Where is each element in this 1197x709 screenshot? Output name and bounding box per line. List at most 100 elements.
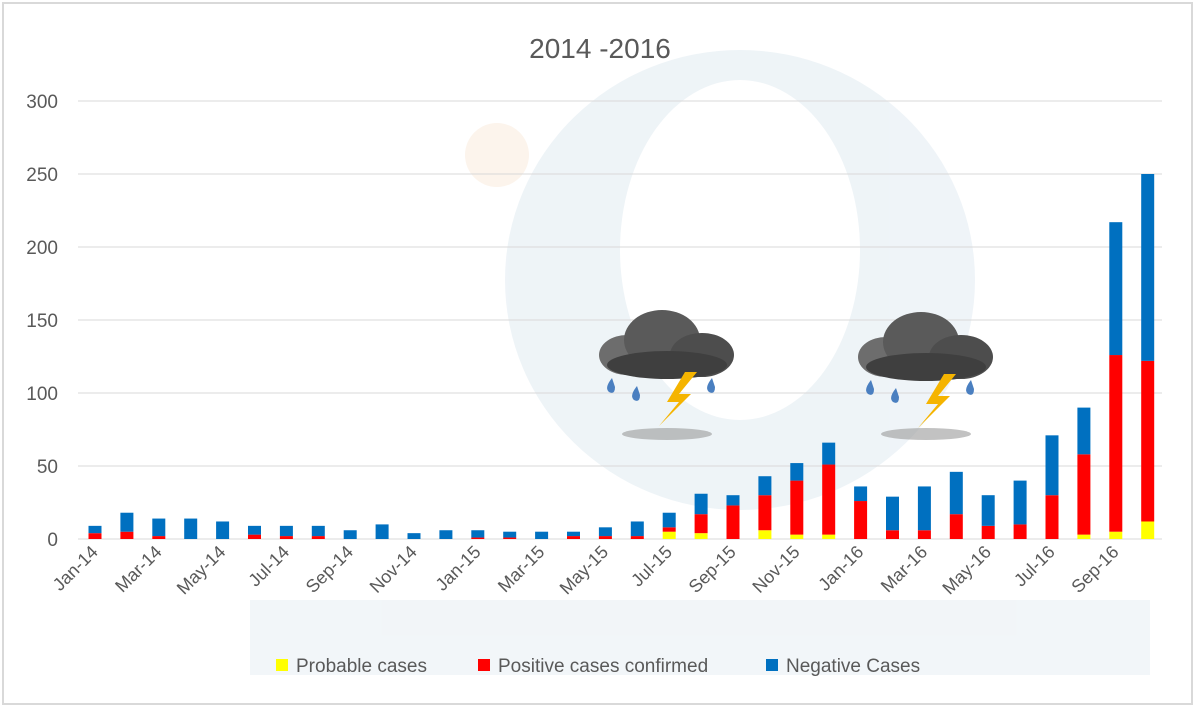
bar-segment (1013, 480, 1027, 525)
bar-segment (822, 442, 836, 465)
bar-segment (726, 495, 740, 506)
bar-segment (981, 525, 995, 539)
bar-segment (1109, 222, 1123, 356)
bar-segment (1013, 524, 1027, 539)
legend-label: Probable cases (296, 656, 427, 677)
x-tick-label: Jul-14 (244, 542, 293, 591)
bar-segment (694, 514, 708, 534)
bar-segment (598, 536, 612, 539)
bar-segment (949, 471, 963, 515)
storm-cloud-icon (858, 312, 993, 440)
bar-segment (1141, 521, 1155, 539)
bar-segment (758, 530, 772, 539)
bar-segment (949, 514, 963, 539)
bar-segment (248, 534, 261, 539)
bar-segment (407, 533, 421, 539)
x-tick-label: Sep-16 (1067, 542, 1122, 597)
x-tick-label: May-16 (938, 542, 995, 599)
bar-segment (822, 464, 836, 535)
bar-segment (152, 518, 166, 537)
y-tick-label: 250 (26, 165, 58, 186)
x-tick-label: May-15 (556, 542, 613, 599)
legend-swatch (478, 659, 490, 671)
y-tick-label: 0 (47, 530, 58, 551)
bar-segment (503, 537, 517, 539)
y-tick-label: 300 (26, 92, 58, 113)
bar-segment (981, 495, 995, 526)
bar-segment (439, 530, 453, 539)
bar-segment (311, 525, 325, 537)
x-tick-label: Jul-15 (627, 542, 676, 591)
y-tick-label: 100 (26, 384, 58, 405)
bar-segment (854, 486, 868, 502)
y-tick-label: 50 (37, 457, 58, 478)
legend-swatch (276, 659, 288, 671)
bar-segment (822, 534, 836, 539)
bar-segment (567, 536, 580, 539)
bar-segment (471, 537, 485, 539)
bar-segment (790, 534, 804, 539)
bar-segment (662, 512, 676, 528)
bar-segment (886, 496, 899, 531)
bar-segment (758, 476, 772, 496)
bar-segment (694, 533, 708, 539)
y-tick-label: 200 (26, 238, 58, 259)
x-tick-label: Jan-16 (814, 542, 867, 595)
bar-segment (1141, 360, 1155, 522)
x-tick-label: Sep-15 (685, 542, 740, 597)
x-tick-label: Jan-15 (432, 542, 485, 595)
bar-segment (598, 527, 612, 537)
bar-segment (503, 531, 517, 538)
bar-segment (886, 530, 899, 539)
bar-segment (1141, 174, 1155, 361)
bar-segment (1045, 435, 1059, 496)
bar-segment (1045, 495, 1059, 539)
bar-segment (917, 530, 931, 539)
bar-segment (1077, 454, 1091, 535)
x-tick-label: Jul-16 (1010, 542, 1059, 591)
bar-segment (88, 533, 102, 539)
y-tick-label: 150 (26, 311, 58, 332)
bar-segment (88, 525, 102, 534)
bar-segment (279, 525, 293, 537)
bar-segment (758, 495, 772, 531)
chart-title: 2014 -2016 (529, 33, 671, 64)
bar-segment (1109, 355, 1123, 532)
bar-segment (854, 501, 868, 539)
bar-segment (343, 530, 357, 539)
x-axis-ticks: Jan-14 Mar-14 May-14 Jul-14 Sep-14 Nov-14 Jan-… (49, 542, 1123, 599)
bar-segment (216, 521, 230, 539)
x-tick-label: Nov-14 (366, 542, 421, 597)
bar-segment (311, 536, 325, 539)
bar-segment (1077, 407, 1091, 455)
bar-segment (630, 521, 644, 537)
x-tick-label: Mar-16 (877, 542, 931, 596)
bar-segment (120, 512, 134, 532)
bar-segment (662, 531, 676, 539)
bar-segment (630, 536, 644, 539)
watermark-logo (250, 50, 1150, 675)
bar-segment (662, 527, 676, 532)
bar-segment (790, 480, 804, 535)
bar-segment (248, 525, 261, 535)
bar-segment (152, 536, 166, 539)
y-axis-ticks: 0 50 100 150 200 250 300 (26, 92, 58, 551)
bar-segment (535, 531, 549, 539)
bar-segment (694, 493, 708, 515)
legend-label: Negative Cases (786, 656, 920, 677)
x-tick-label: Mar-15 (494, 542, 548, 596)
x-tick-label: Mar-14 (111, 542, 165, 596)
legend: Probable cases Positive cases confirmed Ne… (276, 656, 920, 677)
legend-swatch (766, 659, 778, 671)
legend-label: Positive cases confirmed (498, 656, 708, 677)
bar-segment (790, 463, 804, 481)
bar-segment (567, 531, 580, 537)
storm-cloud-icon (599, 310, 734, 440)
bar-segment (726, 505, 740, 539)
bar-segment (1109, 531, 1123, 539)
bars (88, 174, 1155, 539)
bar-segment (917, 486, 931, 531)
bar-segment (279, 536, 293, 539)
bar-segment (1077, 534, 1091, 539)
